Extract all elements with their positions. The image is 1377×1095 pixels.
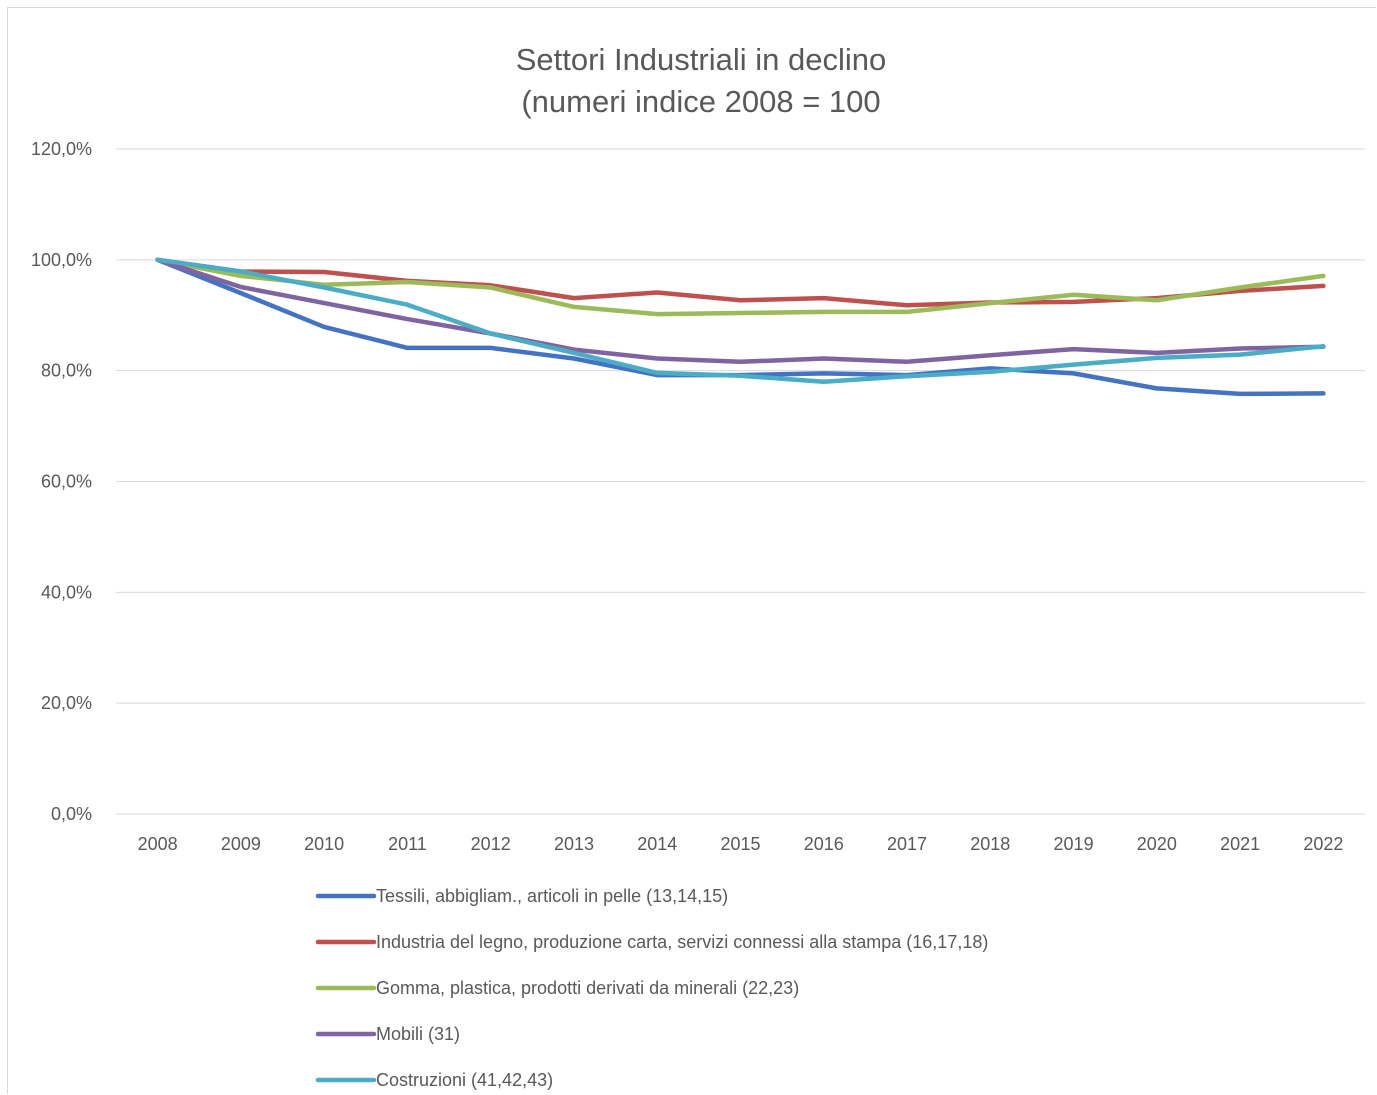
x-tick-label: 2014 <box>637 834 677 854</box>
series-lines <box>155 257 1326 397</box>
legend-label: Mobili (31) <box>376 1024 460 1044</box>
chart-frame: Settori Industriali in declino (numeri i… <box>7 7 1376 1094</box>
legend-item: Gomma, plastica, prodotti derivati da mi… <box>315 978 799 998</box>
legend-item: Costruzioni (41,42,43) <box>315 1070 553 1090</box>
x-axis-tick-labels: 2008 2009 2010 2011 2012 2013 2014 2015 2016 2017… <box>138 834 1344 854</box>
y-axis-tick-labels: 0,0% 20,0% 40,0% 60,0% 80,0% 100,0% 120,0% <box>31 139 92 824</box>
y-tick-label: 80,0% <box>41 361 92 381</box>
x-tick-label: 2016 <box>804 834 844 854</box>
x-tick-label: 2019 <box>1054 834 1094 854</box>
chart-title: Settori Industriali in declino (numeri i… <box>516 42 886 119</box>
chart-title-line-2: (numeri indice 2008 = 100 <box>521 84 880 119</box>
x-tick-label: 2021 <box>1220 834 1260 854</box>
x-tick-label: 2009 <box>221 834 261 854</box>
legend-label: Gomma, plastica, prodotti derivati da mi… <box>376 978 799 998</box>
y-tick-label: 40,0% <box>41 582 92 602</box>
chart-title-line-1: Settori Industriali in declino <box>516 42 886 77</box>
legend: Tessili, abbigliam., articoli in pelle (… <box>315 886 988 1090</box>
legend-item: Industria del legno, produzione carta, s… <box>315 932 988 952</box>
y-tick-label: 60,0% <box>41 472 92 492</box>
series-line-4 <box>155 257 1326 365</box>
x-tick-label: 2017 <box>887 834 927 854</box>
y-tick-label: 0,0% <box>51 804 92 824</box>
x-tick-label: 2012 <box>471 834 511 854</box>
y-tick-label: 100,0% <box>31 250 92 270</box>
gridlines <box>116 148 1365 815</box>
legend-label: Costruzioni (41,42,43) <box>376 1070 553 1090</box>
series-line-3 <box>155 257 1326 317</box>
x-tick-label: 2020 <box>1137 834 1177 854</box>
legend-item: Mobili (31) <box>315 1024 460 1044</box>
line-chart: Settori Industriali in declino (numeri i… <box>31 42 1365 1090</box>
x-tick-label: 2008 <box>138 834 178 854</box>
x-tick-label: 2015 <box>720 834 760 854</box>
y-tick-label: 20,0% <box>41 693 92 713</box>
x-tick-label: 2018 <box>970 834 1010 854</box>
legend-label: Tessili, abbigliam., articoli in pelle (… <box>376 886 728 906</box>
x-tick-label: 2013 <box>554 834 594 854</box>
legend-label: Industria del legno, produzione carta, s… <box>376 932 988 952</box>
legend-item: Tessili, abbigliam., articoli in pelle (… <box>315 886 728 906</box>
x-tick-label: 2011 <box>388 834 427 854</box>
series-line-5 <box>155 257 1326 385</box>
y-tick-label: 120,0% <box>31 139 92 159</box>
x-tick-label: 2022 <box>1303 834 1343 854</box>
x-tick-label: 2010 <box>304 834 344 854</box>
